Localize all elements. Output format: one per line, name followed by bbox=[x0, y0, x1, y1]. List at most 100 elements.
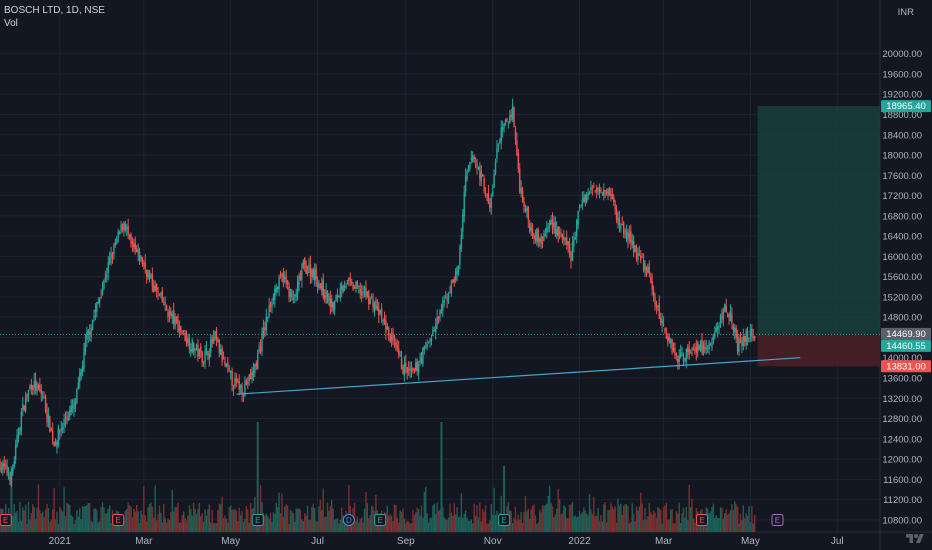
candle-body bbox=[26, 394, 28, 398]
volume-bar bbox=[420, 505, 423, 532]
candle-body bbox=[7, 474, 10, 476]
dividend-d-icon bbox=[342, 514, 355, 526]
candle-body bbox=[585, 194, 588, 203]
volume-bar bbox=[614, 506, 616, 532]
volume-bar bbox=[442, 507, 444, 532]
volume-bar bbox=[748, 506, 750, 532]
candle-body bbox=[432, 329, 434, 337]
candle-body bbox=[523, 201, 525, 207]
volume-bar bbox=[738, 523, 740, 532]
volume-bar bbox=[301, 519, 303, 532]
price-axis[interactable]: 10800.00 11200.00 11600.00 12000.00 12400.00… bbox=[882, 7, 922, 526]
volume-bar bbox=[83, 506, 85, 532]
volume-bar bbox=[510, 511, 512, 532]
candle-body bbox=[254, 364, 256, 373]
candle-body bbox=[695, 347, 698, 353]
candle-body bbox=[180, 326, 182, 333]
volume-bar bbox=[319, 499, 322, 532]
candle-body bbox=[685, 349, 688, 362]
candle-body bbox=[131, 241, 134, 245]
symbol-title[interactable]: BOSCH LTD, 1D, NSE bbox=[4, 5, 105, 16]
candle-body bbox=[358, 285, 360, 288]
candle-body bbox=[44, 396, 47, 412]
candle-body bbox=[155, 284, 158, 291]
candle-body bbox=[134, 243, 136, 250]
x-tick-label: Jul bbox=[311, 536, 324, 547]
candle-body bbox=[460, 234, 463, 250]
candle-body bbox=[443, 301, 445, 303]
candle-body bbox=[551, 219, 554, 230]
volume-bar bbox=[326, 502, 329, 532]
volume-bar bbox=[692, 518, 695, 532]
candle-body bbox=[27, 389, 30, 395]
candle-body bbox=[244, 384, 246, 396]
y-tick-label: 11600.00 bbox=[883, 475, 922, 486]
volume-bar bbox=[77, 516, 80, 532]
candle-body bbox=[716, 326, 719, 330]
candle-body bbox=[561, 235, 564, 241]
volume-bar bbox=[675, 511, 678, 532]
candle-body bbox=[76, 389, 78, 404]
candle-body bbox=[578, 206, 581, 209]
volume-bar bbox=[71, 516, 74, 532]
y-tick-label: 14800.00 bbox=[882, 313, 922, 324]
candle-body bbox=[237, 379, 239, 381]
candle-body bbox=[32, 385, 34, 390]
volume-bar bbox=[519, 519, 521, 532]
candle-body bbox=[39, 385, 41, 391]
candle-body bbox=[605, 191, 608, 194]
volume-bar bbox=[513, 517, 515, 532]
candle-body bbox=[479, 166, 481, 179]
volume-bar bbox=[84, 505, 87, 532]
volume-bar bbox=[342, 515, 344, 532]
candle-body bbox=[356, 281, 359, 287]
y-tick-label: 18800.00 bbox=[882, 110, 922, 121]
long-position-tool[interactable] bbox=[0, 106, 880, 367]
volume-indicator-label[interactable]: Vol bbox=[4, 18, 18, 29]
volume-bar bbox=[436, 502, 438, 532]
volume-bar bbox=[163, 503, 165, 532]
volume-bar bbox=[432, 505, 434, 532]
candle-body bbox=[611, 193, 613, 199]
candle-body bbox=[661, 320, 663, 325]
volume-bar bbox=[615, 522, 618, 532]
candle-body bbox=[638, 253, 641, 256]
candle-body bbox=[560, 233, 562, 237]
candle-body bbox=[248, 374, 250, 382]
candle-body bbox=[547, 226, 549, 228]
volume-bar bbox=[637, 510, 639, 532]
volume-bar bbox=[200, 516, 202, 532]
candle-body bbox=[689, 352, 692, 354]
candle-body bbox=[79, 372, 81, 383]
candle-body bbox=[229, 371, 232, 373]
candle-body bbox=[510, 114, 512, 117]
volume-bar bbox=[30, 513, 33, 532]
time-axis[interactable]: 2021 Mar May Jul Sep Nov 2022 Mar May Jul bbox=[49, 536, 844, 547]
volume-bar bbox=[101, 502, 104, 532]
earnings-e-icon bbox=[771, 514, 784, 526]
volume-bar bbox=[400, 511, 403, 532]
volume-bar bbox=[447, 517, 450, 532]
candle-body bbox=[292, 297, 295, 300]
candle-body bbox=[719, 315, 722, 324]
candle-body bbox=[123, 222, 125, 230]
candle-body bbox=[536, 228, 538, 242]
candle-body bbox=[264, 327, 266, 331]
trendline-drawing[interactable] bbox=[236, 357, 801, 395]
candle-body bbox=[729, 311, 732, 321]
volume-bar bbox=[208, 504, 211, 532]
candle-body bbox=[570, 254, 572, 261]
volume-bar bbox=[641, 503, 643, 532]
candle-body bbox=[235, 378, 238, 382]
candle-body bbox=[313, 269, 316, 282]
volume-bar bbox=[413, 515, 416, 532]
tradingview-logo-icon[interactable] bbox=[906, 532, 924, 546]
candle-body bbox=[57, 427, 60, 445]
price-label-text: 13831.00 bbox=[886, 361, 926, 372]
candle-body bbox=[13, 460, 15, 468]
candle-body bbox=[222, 358, 225, 360]
volume-bar bbox=[174, 507, 176, 532]
volume-bar bbox=[590, 509, 592, 532]
